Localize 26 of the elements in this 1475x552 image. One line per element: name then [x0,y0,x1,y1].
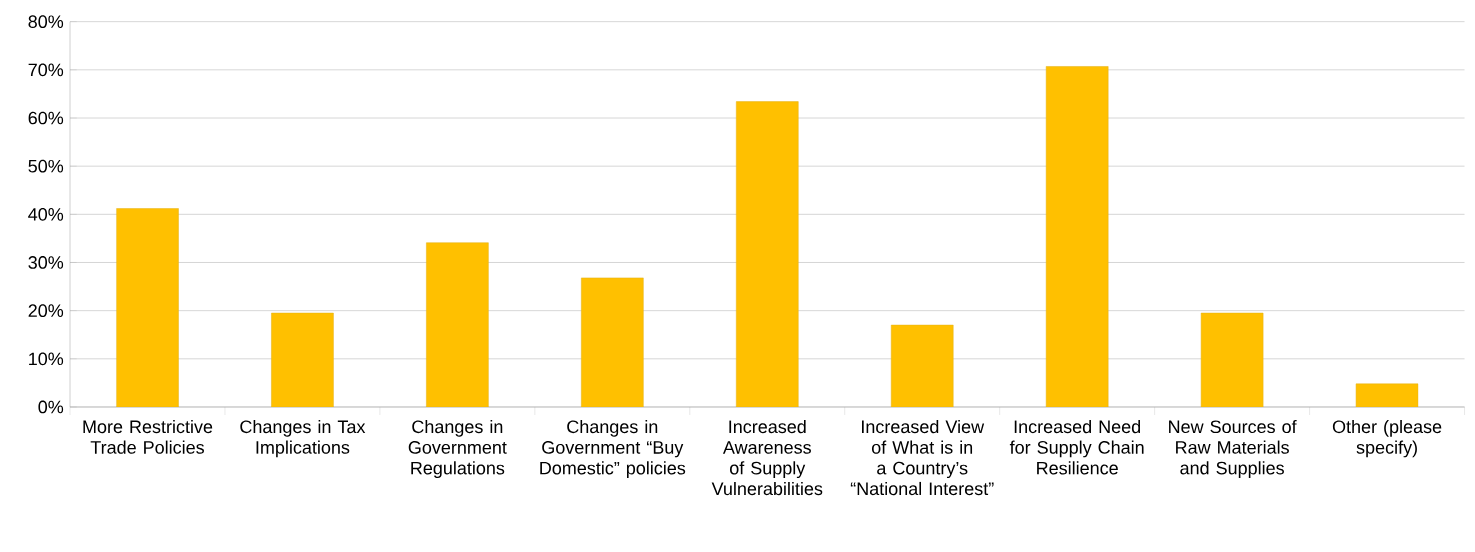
bar [890,324,954,407]
bar [426,242,489,407]
x-tick-label: New Sources of Raw Materials and Supplies [1169,419,1297,479]
y-tick-label: 40% [28,207,64,221]
x-tick-label: More Restrictive Trade Policies [83,419,213,454]
bar [116,208,179,407]
y-tick-label: 80% [28,15,64,29]
bar [1200,312,1264,407]
y-tick-label: 60% [28,111,64,125]
y-tick-label: 70% [28,63,64,77]
bar [1045,66,1109,407]
x-tick-label: Changes in Government Regulations [408,419,507,479]
y-tick-label: 20% [28,304,64,318]
y-tick-label: 50% [28,159,64,173]
y-tick-label: 10% [29,352,64,366]
bar [271,312,334,407]
bar [736,101,799,407]
x-tick-label: Changes in Government “Buy Domestic” policies [540,419,686,479]
y-tick-label: 30% [28,256,64,269]
x-tick-label: Increased Need for Supply Chain Resilience [1009,419,1144,475]
x-tick-label: Increased View of What is in a Country’s “National Interest” [850,419,994,496]
x-tick-label: Other (please specify) [1332,419,1442,458]
y-tick-label: 0% [38,400,64,414]
x-tick-label: Changes in Tax Implications [240,419,366,458]
bar [581,277,644,407]
x-tick-label: Increased Awareness of Supply Vulnerabilities [711,419,823,496]
